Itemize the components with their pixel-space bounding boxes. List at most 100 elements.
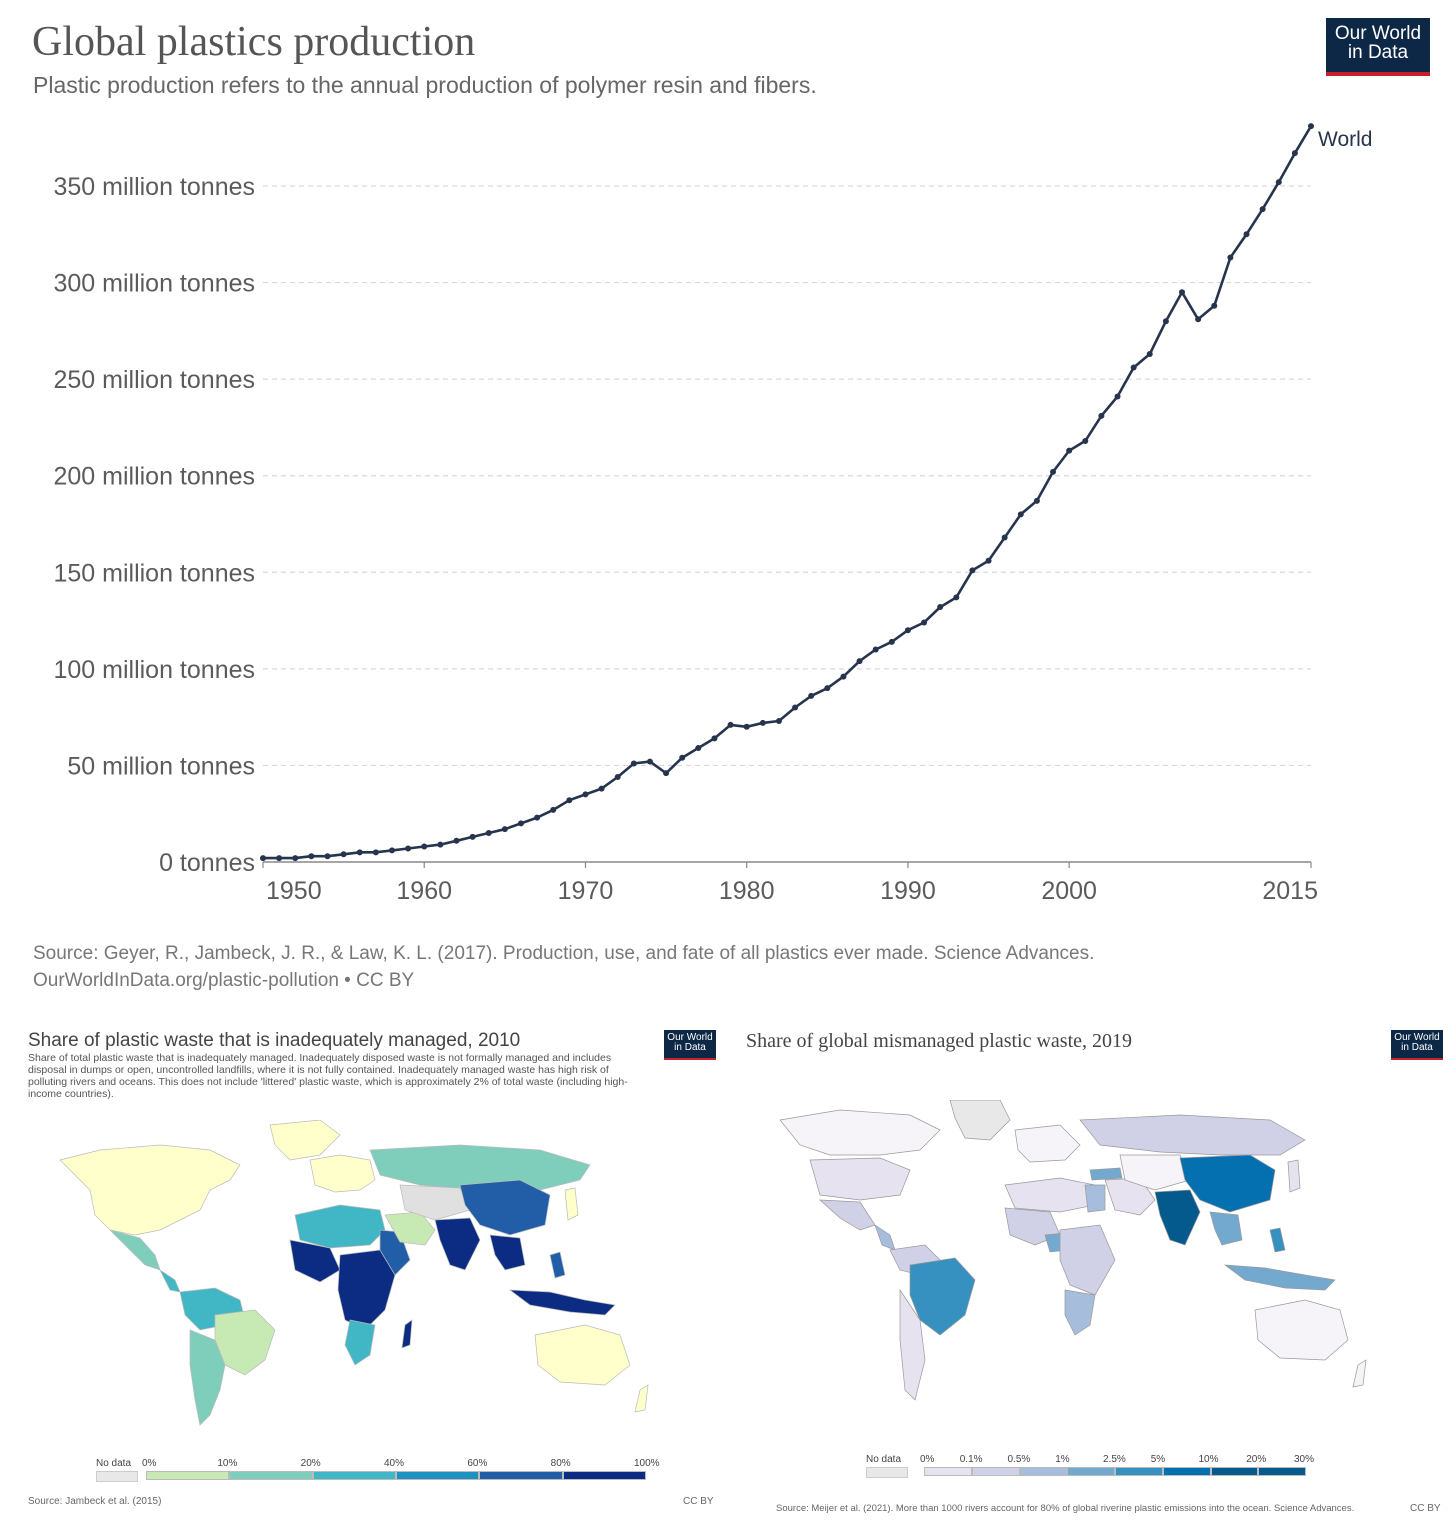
map2-legend: No data 0% 0.1% 0.5% 1% 2.5% 5% 10% 20% 30% — [866, 1454, 1336, 1484]
data-point — [1017, 511, 1024, 518]
map1-south-america-south — [189, 1329, 226, 1426]
map1-legend: No data 0% 10% 20% 40% 60% 80% 100% — [96, 1458, 660, 1488]
map1-legend-tick-label: 80% — [550, 1458, 571, 1469]
logo-line1: Our World — [1394, 1032, 1440, 1043]
map1-world-map[interactable] — [40, 1120, 680, 1450]
data-point — [1243, 231, 1250, 238]
map2-legend-bin — [1067, 1467, 1115, 1476]
chart-source: Source: Geyer, R., Jambeck, J. R., & Law… — [33, 940, 1094, 994]
map1-legend-nodata-swatch — [96, 1471, 138, 1482]
map1-description: Share of total plastic waste that is ina… — [28, 1052, 628, 1100]
map2-legend-tick-label: 1% — [1055, 1454, 1070, 1465]
data-point — [405, 845, 412, 852]
map1-source: Source: Jambeck et al. (2015) — [28, 1496, 162, 1507]
map1-legend-tick-label: 40% — [384, 1458, 405, 1469]
map1-legend-tick-label: 0% — [142, 1458, 157, 1469]
data-point — [759, 719, 766, 726]
y-tick-label: 0 tonnes — [159, 849, 255, 877]
data-point — [340, 851, 347, 858]
x-tick-label: 1960 — [396, 877, 452, 905]
map1-legend-tick-label: 60% — [467, 1458, 488, 1469]
x-tick-label: 1990 — [880, 877, 936, 905]
data-point — [937, 604, 944, 611]
data-point — [743, 723, 750, 730]
map1-title: Share of plastic waste that is inadequat… — [28, 1030, 521, 1051]
logo-line1: Our World — [1334, 23, 1422, 44]
data-point — [727, 721, 734, 728]
map1-license: CC BY — [683, 1496, 714, 1507]
map2-legend-tick-label: 30% — [1294, 1454, 1315, 1465]
data-point — [1033, 497, 1040, 504]
map1-owid-logo[interactable]: Our World in Data — [664, 1030, 716, 1060]
data-point — [921, 619, 928, 626]
data-point — [808, 692, 815, 699]
data-point — [308, 853, 315, 860]
map1-southeast-asia — [489, 1234, 526, 1271]
map2-greenland — [949, 1100, 1011, 1141]
data-point — [630, 760, 637, 767]
map1-india — [434, 1217, 481, 1271]
map2-europe — [1014, 1124, 1081, 1163]
map1-legend-bin — [146, 1471, 230, 1480]
data-point — [566, 797, 573, 804]
data-point — [695, 745, 702, 752]
x-tick-label: 2000 — [1041, 877, 1097, 905]
map2-russia — [1079, 1114, 1306, 1156]
data-point — [1275, 179, 1282, 186]
data-point — [437, 841, 444, 848]
map2-legend-bin — [1210, 1467, 1259, 1476]
data-point — [1291, 150, 1298, 157]
x-tick-label: 1970 — [558, 877, 614, 905]
y-tick-label: 50 million tonnes — [67, 752, 255, 780]
logo-line1: Our World — [667, 1032, 713, 1043]
map1-legend-tick-label: 100% — [634, 1458, 660, 1469]
map1-central-asia — [399, 1184, 471, 1221]
data-point — [356, 849, 363, 856]
logo-line2: in Data — [1401, 1042, 1433, 1053]
data-point — [1162, 318, 1169, 325]
map2-legend-tick-label: 10% — [1198, 1454, 1219, 1465]
data-point — [792, 704, 799, 711]
map1-china — [459, 1179, 551, 1236]
map2-world-map[interactable] — [760, 1100, 1400, 1430]
map2-central-asia — [1119, 1154, 1191, 1191]
data-point — [1146, 351, 1153, 358]
map2-legend-bin — [1115, 1467, 1163, 1476]
data-point — [1179, 289, 1186, 296]
data-point — [453, 837, 460, 844]
map1-legend-nodata-label: No data — [96, 1458, 132, 1469]
map1-new-zealand — [634, 1384, 649, 1413]
map2-legend-bin — [924, 1467, 972, 1476]
map1-north-america — [59, 1144, 241, 1236]
map2-owid-logo[interactable]: Our World in Data — [1391, 1030, 1443, 1060]
map2-legend-tick-label: 20% — [1246, 1454, 1267, 1465]
map1-legend-bin — [396, 1471, 480, 1480]
map1-legend-bin — [229, 1471, 313, 1480]
x-tick-label: 1980 — [719, 877, 775, 905]
source-line-1: Source: Geyer, R., Jambeck, J. R., & Law… — [33, 943, 1095, 964]
data-point — [953, 594, 960, 601]
map2-southeast-asia — [1209, 1211, 1243, 1246]
map1-mexico — [108, 1229, 161, 1271]
owid-logo[interactable]: Our World in Data — [1326, 18, 1430, 76]
logo-line2: in Data — [1347, 42, 1409, 63]
map2-north-africa — [1004, 1177, 1096, 1213]
data-point — [646, 758, 653, 765]
data-point — [1001, 534, 1008, 541]
map1-indonesia — [508, 1289, 616, 1316]
data-point — [1082, 437, 1089, 444]
source-line-2[interactable]: OurWorldInData.org/plastic-pollution • C… — [33, 970, 415, 991]
data-point — [276, 855, 283, 862]
data-point — [872, 646, 879, 653]
map2-legend-tick-label: 2.5% — [1103, 1454, 1126, 1465]
map1-legend-bin — [479, 1471, 563, 1480]
chart-title: Global plastics production — [32, 19, 476, 65]
data-point — [534, 814, 541, 821]
map1-legend-tick-label: 20% — [300, 1458, 321, 1469]
data-point — [679, 754, 686, 761]
data-point — [1130, 364, 1137, 371]
map1-legend-tick-label: 10% — [217, 1458, 238, 1469]
map2-central-america — [874, 1224, 896, 1251]
map2-legend-bin — [971, 1467, 1020, 1476]
map2-japan — [1287, 1159, 1301, 1193]
